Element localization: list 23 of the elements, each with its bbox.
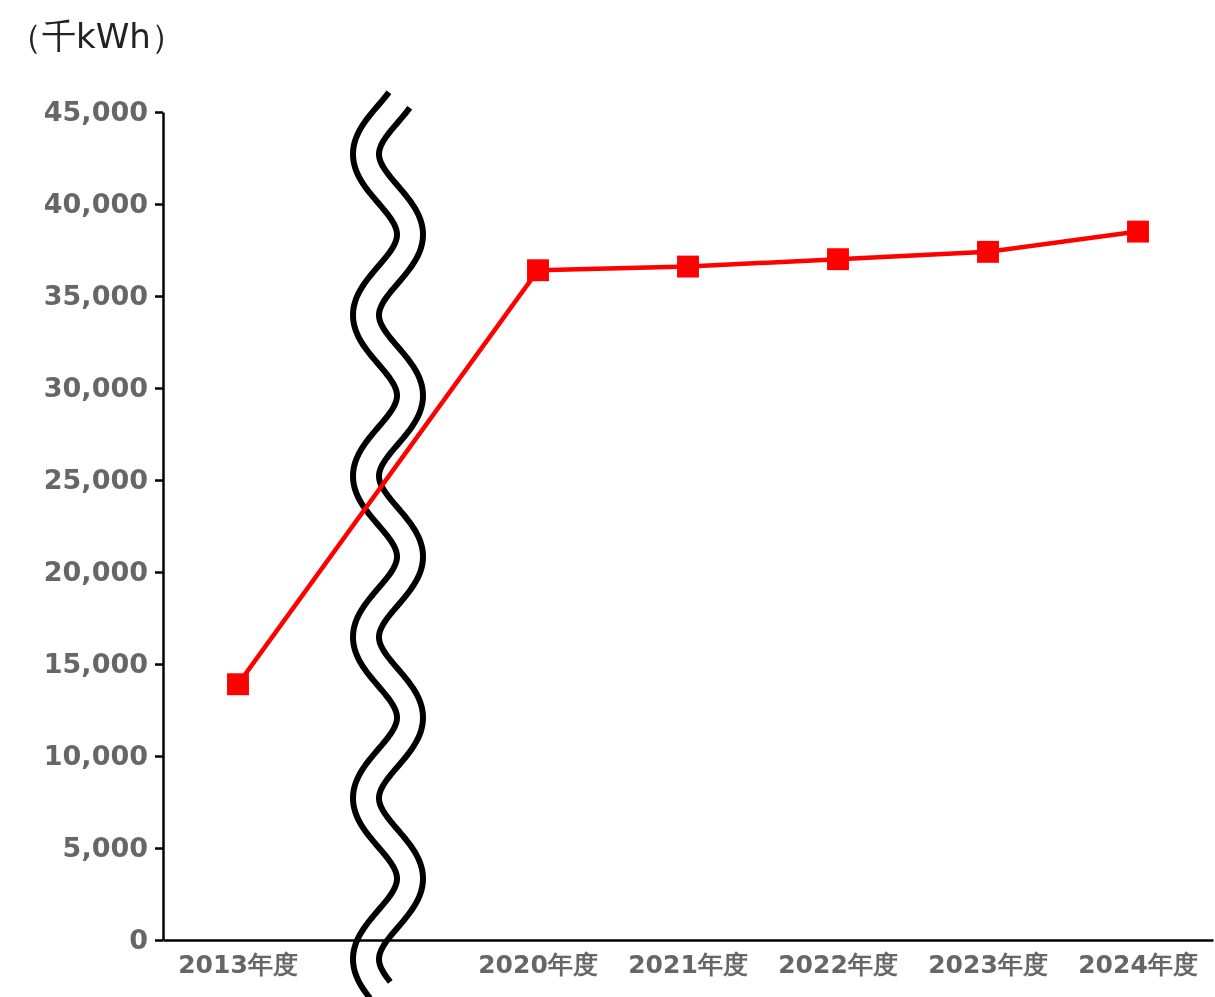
x-tick-label: 2021年度 <box>628 950 748 979</box>
x-tick-label: 2022年度 <box>778 950 898 979</box>
y-tick-label: 10,000 <box>43 740 148 772</box>
y-tick-label: 40,000 <box>43 188 148 220</box>
x-tick-label: 2013年度 <box>178 950 298 979</box>
x-tick-label: 2024年度 <box>1078 950 1198 979</box>
y-tick-label: 20,000 <box>43 556 148 588</box>
y-axis-title: （千kWh） <box>8 16 185 56</box>
point <box>677 255 699 278</box>
point <box>227 673 249 696</box>
x-tick-label: 2020年度 <box>478 950 598 979</box>
y-tick-label: 35,000 <box>43 280 148 312</box>
x-tick-label: 2023年度 <box>928 950 1048 979</box>
y-tick-label: 25,000 <box>43 464 148 496</box>
y-tick-label: 5,000 <box>62 832 148 864</box>
point <box>827 248 849 271</box>
y-tick-label: 45,000 <box>43 96 148 128</box>
y-tick-label: 0 <box>129 924 148 956</box>
y-tick-label: 15,000 <box>43 648 148 680</box>
point <box>1127 220 1149 243</box>
y-tick-label: 30,000 <box>43 372 148 404</box>
point <box>977 240 999 263</box>
point <box>527 259 549 282</box>
